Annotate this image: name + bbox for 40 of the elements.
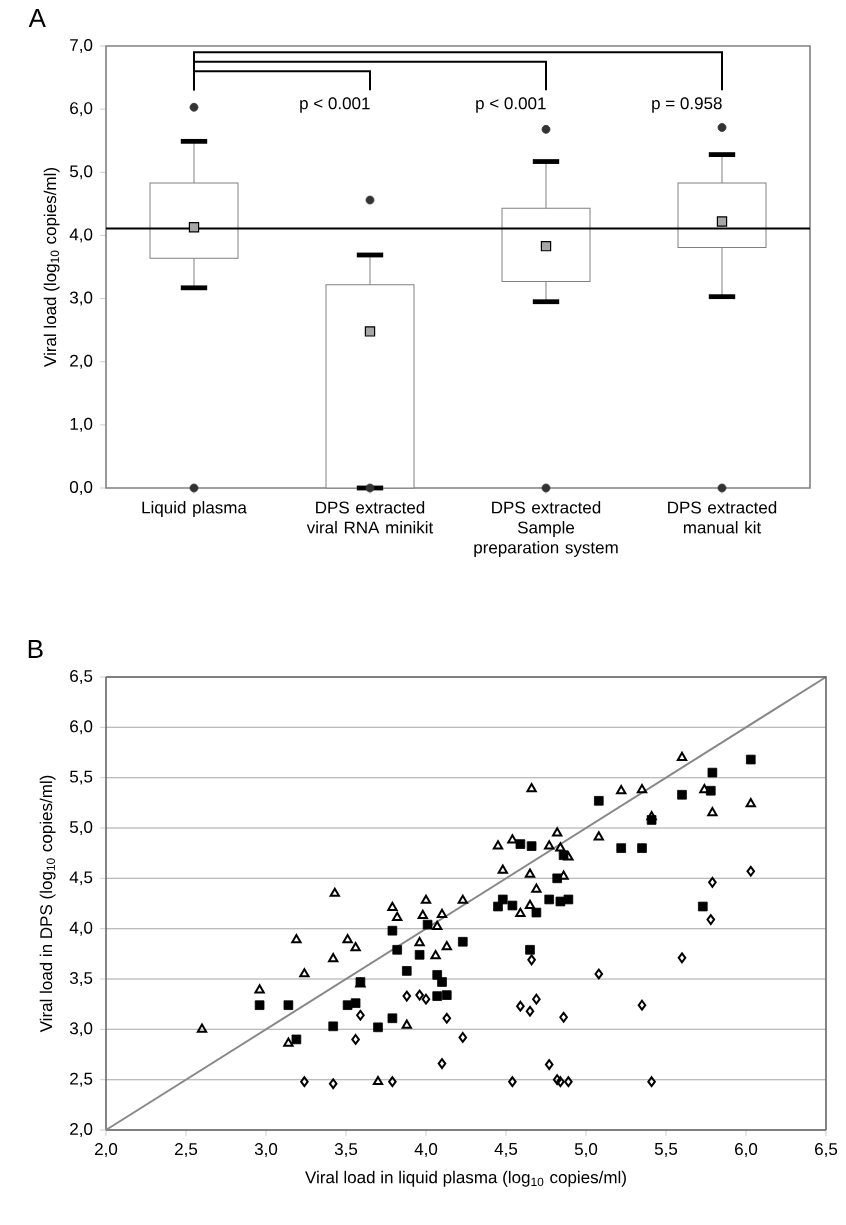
y-tick-label: 6,5 <box>70 669 93 685</box>
x-tick-label: DPS extracted Sample preparation system <box>474 501 618 557</box>
x-tick-label: 3,0 <box>254 1143 278 1158</box>
y-tick-label: 5,0 <box>69 165 93 180</box>
x-axis-title: Viral load in liquid plasma (log$_{10}$ copies/ml) <box>305 1170 626 1187</box>
x-tick-label: DPS extracted viral RNA minikit <box>306 501 434 534</box>
y-tick-label: 4,0 <box>69 921 93 936</box>
chart-title: A <box>28 9 46 27</box>
x-tick-label: DPS extracted manual kit <box>668 501 777 534</box>
annotation: p = 0.958 <box>652 97 722 113</box>
x-tick-label: 6,5 <box>815 1143 838 1158</box>
annotation: p < 0.001 <box>476 97 546 113</box>
x-tick-label: 4,0 <box>414 1143 438 1158</box>
y-tick-label: 3,0 <box>69 291 93 306</box>
y-tick-label: 3,5 <box>69 971 93 987</box>
y-tick-label: 2,0 <box>70 1122 93 1138</box>
x-tick-label: 3,5 <box>334 1143 358 1158</box>
y-tick-label: 5,5 <box>69 770 93 785</box>
x-tick-label: 4,5 <box>494 1143 518 1157</box>
x-tick-label: 6,0 <box>735 1143 758 1158</box>
y-tick-label: 4,5 <box>69 871 93 886</box>
annotation: p < 0.001 <box>300 97 370 113</box>
y-axis-title: Viral load in DPS (log$_{10}$ copies/ml) <box>39 775 56 1033</box>
x-tick-label: 2,0 <box>95 1143 118 1158</box>
y-tick-label: 1,0 <box>70 417 93 432</box>
x-tick-label: 5,5 <box>654 1143 678 1157</box>
chart-title: B <box>28 640 43 658</box>
y-tick-label: 7,0 <box>70 38 93 54</box>
y-tick-label: 5,0 <box>69 820 93 836</box>
x-tick-label: 5,0 <box>574 1143 598 1158</box>
y-tick-label: 6,0 <box>70 720 93 735</box>
y-tick-label: 0,0 <box>69 480 93 495</box>
x-tick-label: 2,5 <box>175 1143 198 1158</box>
x-tick-label: Liquid plasma <box>142 501 247 517</box>
y-tick-label: 4,0 <box>69 228 93 243</box>
y-tick-label: 2,5 <box>70 1072 93 1087</box>
y-tick-label: 2,0 <box>70 354 93 369</box>
y-tick-label: 6,0 <box>70 102 93 117</box>
y-tick-label: 3,0 <box>69 1022 93 1037</box>
y-axis-title: Viral load (log$_{10}$ copies/ml) <box>43 168 60 367</box>
